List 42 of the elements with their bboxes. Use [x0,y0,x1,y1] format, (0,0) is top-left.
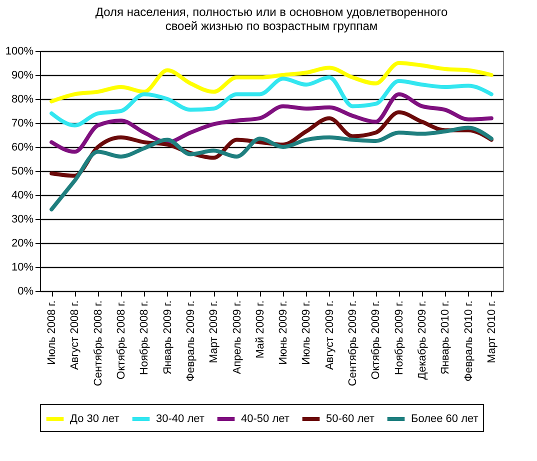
y-tick-label: 100% [5,46,34,58]
line-series [50,92,494,154]
x-tick-label: Декабрь 2009 г. [416,300,428,380]
legend-label: До 30 лет [70,413,120,425]
x-tick-label: Январь 2010 г. [440,300,452,375]
y-tick-label: 40% [11,190,34,202]
x-tick-label: Июль 2009 г. [300,300,313,365]
y-tick-label: 70% [11,118,34,130]
legend-label: 30-40 лет [156,413,204,425]
line-series [50,75,494,128]
x-tick-label: Март 2010 г. [486,300,498,364]
y-tick-label: 60% [11,142,34,154]
x-tick-label: Январь 2009 г. [162,300,174,375]
x-tick-label: Март 2009 г. [208,300,220,364]
y-tick-label: 0% [18,286,34,298]
x-tick-label: Июнь 2009 г. [278,300,290,365]
legend-label: Более 60 лет [411,413,478,425]
x-tick-label: Май 2009 г. [254,300,266,358]
y-tick-label: 30% [11,214,34,226]
text: своей жизнью по возрастным группам [165,19,378,33]
legend-label: 50-60 лет [326,413,374,425]
x-tick-label: Август 2008 г. [69,300,82,370]
line-series [50,61,494,104]
text: Доля населения, полностью или в основном удовлетворенного [95,5,448,19]
line-series [50,126,494,212]
y-tick-label: 10% [11,262,34,274]
x-tick-label: Ноябрь 2008 г. [138,300,151,375]
legend-label: 40-50 лет [241,413,290,425]
x-tick-label: Август 2009 г. [324,300,336,370]
x-tick-label: Сентябрь 2008 г. [92,300,104,386]
x-tick-label: Июль 2008 г. [46,300,58,365]
x-tick-label: Октябрь 2009 г. [370,300,382,380]
x-tick-label: Сентябрь 2009 г. [347,300,360,386]
x-tick-label: Ноябрь 2009 г. [393,300,406,375]
y-tick-label: 50% [11,166,34,178]
y-tick-label: 80% [11,94,34,106]
x-tick-label: Октябрь 2008 г. [116,300,128,380]
y-tick-label: 90% [11,70,34,82]
y-tick-label: 20% [11,238,34,250]
x-tick-label: Февраль 2009 г. [184,300,197,382]
x-tick-label: Февраль 2010 г. [462,300,475,382]
x-tick-label: Апрель 2009 г. [231,300,244,374]
